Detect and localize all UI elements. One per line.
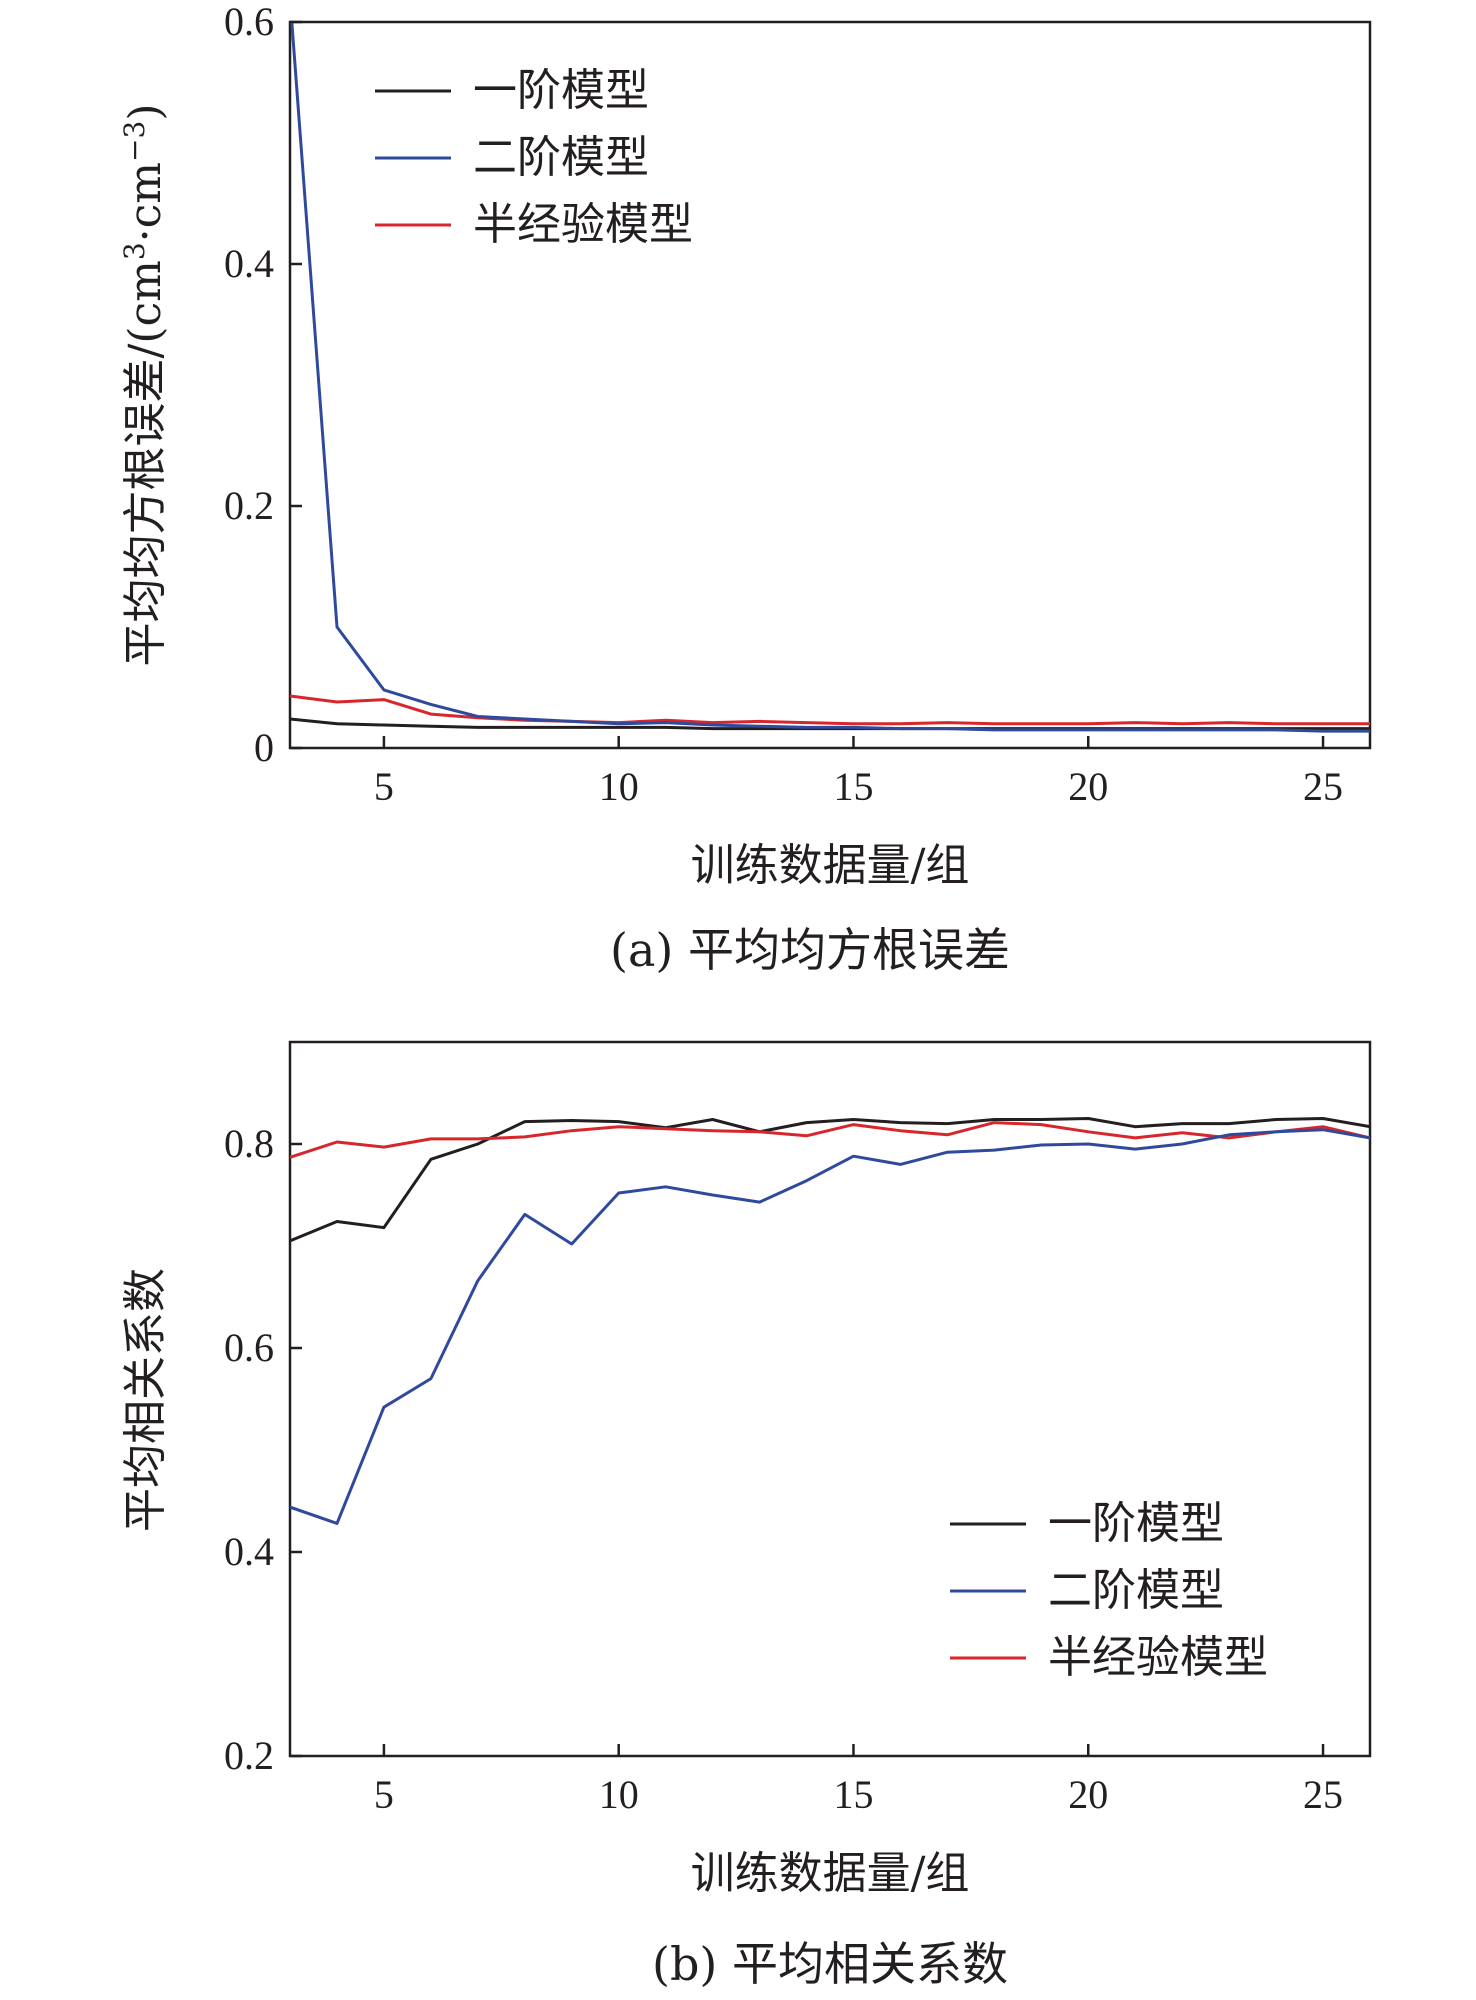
y-axis-label-a: 平均均方根误差/(cm3·cm−3) xyxy=(118,103,172,666)
y-tick-label: 0 xyxy=(254,725,274,770)
series-line-3 xyxy=(290,694,1370,726)
x-tick-label: 25 xyxy=(1303,764,1343,809)
x-tick-label: 5 xyxy=(374,764,394,809)
x-tick-label: 10 xyxy=(599,1772,639,1817)
x-tick-label: 10 xyxy=(599,764,639,809)
legend-label: 二阶模型 xyxy=(1048,1565,1224,1616)
y-tick-label: 0.4 xyxy=(224,241,274,286)
y-tick-label: 0.2 xyxy=(224,483,274,528)
y-axis-label-b: 平均相关系数 xyxy=(120,1268,171,1532)
y-tick-label: 0.6 xyxy=(224,1325,274,1370)
plot-frame-a xyxy=(288,20,1372,750)
legend-label: 半经验模型 xyxy=(473,199,693,250)
x-tick-label: 20 xyxy=(1068,764,1108,809)
x-tick-label: 25 xyxy=(1303,1772,1343,1817)
caption-a: (a) 平均均方根误差 xyxy=(610,923,1010,977)
x-tick-label: 20 xyxy=(1068,1772,1108,1817)
caption-b: (b) 平均相关系数 xyxy=(652,1937,1008,1991)
y-tick-label: 0.2 xyxy=(224,1733,274,1778)
series-line-1 xyxy=(290,1117,1370,1243)
x-tick-label: 15 xyxy=(833,764,873,809)
series-line-2 xyxy=(290,1128,1370,1525)
legend-label: 半经验模型 xyxy=(1048,1632,1268,1683)
y-tick-label: 0.4 xyxy=(224,1529,274,1574)
legend-label: 一阶模型 xyxy=(1048,1498,1224,1549)
panel-a-rmse: 5 10 15 20 25 0 0.2 0.4 0.6 平均均方根误差/(cm3·cm−3) 训… xyxy=(118,0,1372,977)
x-tick-label: 5 xyxy=(374,1772,394,1817)
series-line-3 xyxy=(290,1121,1370,1159)
plot-frame-b xyxy=(288,1040,1372,1758)
series-line-2 xyxy=(290,22,1370,733)
y-tick-label: 0.8 xyxy=(224,1121,274,1166)
x-axis-label-a: 训练数据量/组 xyxy=(691,840,970,891)
legend-label: 一阶模型 xyxy=(473,65,649,116)
x-tick-label: 15 xyxy=(833,1772,873,1817)
legend-label: 二阶模型 xyxy=(473,132,649,183)
panel-b-correlation: 5 10 15 20 25 0.2 0.4 0.6 0.8 平均相关系数 训练数据量/组 一阶模… xyxy=(120,1040,1372,1991)
x-axis-label-b: 训练数据量/组 xyxy=(691,1848,970,1899)
y-tick-label: 0.6 xyxy=(224,0,274,44)
